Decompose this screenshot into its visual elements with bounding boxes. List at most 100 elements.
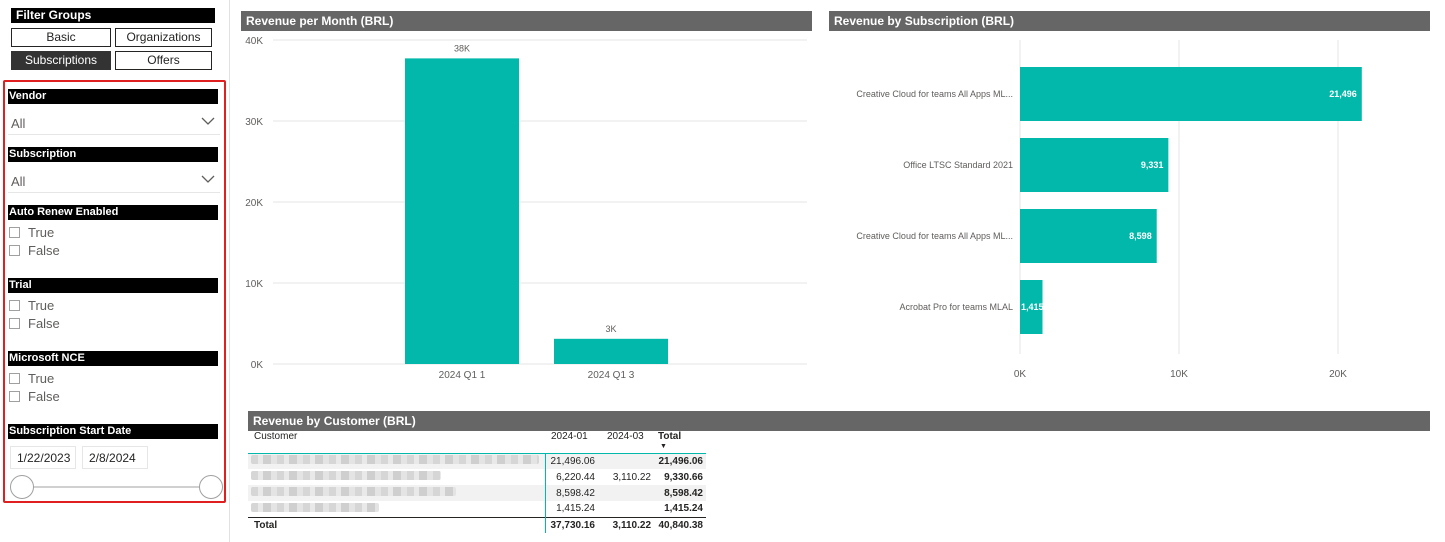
filter-group-offers-button[interactable]: Offers — [115, 51, 212, 70]
y-tick-label: Office LTSC Standard 2021 — [903, 160, 1013, 170]
checkbox-icon — [9, 299, 20, 311]
y-tick-label: 10K — [245, 279, 263, 290]
checkbox-icon — [9, 244, 20, 256]
filter-group-organizations-button[interactable]: Organizations — [115, 28, 212, 47]
redacted-customer-name — [251, 487, 456, 496]
left-pane-divider — [229, 0, 230, 542]
checkbox-label: False — [28, 388, 60, 404]
y-tick-label: 20K — [245, 198, 263, 209]
trial-true-checkbox[interactable]: True — [9, 297, 54, 313]
y-tick-label: Creative Cloud for teams All Apps ML... — [856, 231, 1013, 241]
auto-renew-filter-title: Auto Renew Enabled — [8, 205, 218, 220]
x-tick-label: 0K — [1014, 369, 1027, 380]
bar — [405, 58, 519, 364]
checkbox-icon — [9, 372, 20, 384]
y-tick-label: Acrobat Pro for teams MLAL — [899, 302, 1013, 312]
checkbox-label: False — [28, 315, 60, 331]
table-row[interactable]: 1,415.24 1,415.24 — [248, 501, 706, 517]
auto-renew-true-checkbox[interactable]: True — [9, 224, 54, 240]
data-label: 3K — [605, 324, 616, 334]
revenue-per-month-chart: 0K 10K 20K 30K 40K 38K 2024 Q1 1 3K 2024 Q1 3 — [245, 36, 807, 381]
data-label: 21,496 — [1329, 89, 1357, 99]
revenue-by-subscription-chart: 0K 10K 20K Creative Cloud for teams All App… — [856, 40, 1362, 380]
trial-false-checkbox[interactable]: False — [9, 315, 60, 331]
filter-group-subscriptions-button[interactable]: Subscriptions — [11, 51, 111, 70]
vendor-dropdown[interactable]: All — [8, 110, 220, 135]
x-tick-label: 10K — [1170, 369, 1188, 380]
redacted-customer-name — [251, 471, 441, 480]
redacted-customer-name — [251, 455, 539, 465]
vendor-dropdown-value: All — [11, 116, 26, 131]
y-tick-label: 0K — [251, 360, 264, 371]
table-cell — [598, 485, 654, 501]
column-header-2024-03[interactable]: 2024-03 — [607, 431, 644, 442]
filter-panel-highlight — [3, 80, 226, 503]
date-range-slider-end-handle[interactable] — [199, 475, 223, 499]
start-date-to-input[interactable]: 2/8/2024 — [82, 446, 148, 469]
date-range-slider-start-handle[interactable] — [10, 475, 34, 499]
vendor-filter-title: Vendor — [8, 89, 218, 104]
start-date-from-input[interactable]: 1/22/2023 — [10, 446, 76, 469]
start-date-filter-title: Subscription Start Date — [8, 424, 218, 439]
bar — [1020, 138, 1169, 192]
table-total-label: Total — [248, 517, 546, 533]
subscription-filter-title: Subscription — [8, 147, 218, 162]
table-cell: 21,496.06 — [658, 455, 704, 467]
checkbox-icon — [9, 317, 20, 329]
microsoft-nce-filter-title: Microsoft NCE — [8, 351, 218, 366]
subscription-dropdown-value: All — [11, 174, 26, 189]
sort-descending-icon: ▼ — [660, 443, 667, 450]
data-label: 1,415 — [1021, 302, 1044, 312]
revenue-by-customer-header: Revenue by Customer (BRL) — [248, 411, 1430, 431]
table-cell: 1,415.24 — [664, 503, 703, 515]
filter-groups-title: Filter Groups — [11, 8, 215, 23]
revenue-by-customer-table: Customer 2024-01 2024-03 Total ▼ 21,496.… — [248, 431, 706, 533]
x-tick-label: 2024 Q1 1 — [439, 370, 486, 381]
checkbox-label: True — [28, 224, 55, 240]
table-cell: 21,496.06 — [550, 455, 596, 467]
table-header-row: Customer 2024-01 2024-03 Total ▼ — [248, 431, 706, 453]
auto-renew-false-checkbox[interactable]: False — [9, 242, 60, 258]
checkbox-icon — [9, 226, 20, 238]
data-label: 8,598 — [1129, 231, 1152, 241]
x-tick-label: 20K — [1329, 369, 1347, 380]
column-header-total[interactable]: Total ▼ — [654, 431, 706, 453]
data-label: 9,331 — [1141, 160, 1164, 170]
revenue-per-month-header: Revenue per Month (BRL) — [241, 11, 812, 31]
bar — [1020, 67, 1362, 121]
y-tick-label: Creative Cloud for teams All Apps ML... — [856, 89, 1013, 99]
checkbox-label: False — [28, 242, 60, 258]
column-header-customer[interactable]: Customer — [254, 431, 298, 442]
trial-filter-title: Trial — [8, 278, 218, 293]
table-row[interactable]: 6,220.44 3,110.22 9,330.66 — [248, 469, 706, 485]
y-tick-label: 30K — [245, 117, 263, 128]
checkbox-icon — [9, 390, 20, 402]
table-total-row: Total 37,730.16 3,110.22 40,840.38 — [248, 517, 706, 533]
table-cell — [598, 501, 654, 517]
table-cell: 6,220.44 — [556, 471, 595, 483]
table-row[interactable]: 21,496.06 21,496.06 — [248, 453, 706, 469]
microsoft-nce-true-checkbox[interactable]: True — [9, 370, 54, 386]
chevron-down-icon — [201, 117, 215, 125]
table-cell: 40,840.38 — [658, 519, 704, 531]
bar — [1020, 280, 1043, 334]
checkbox-label: True — [28, 297, 55, 313]
table-cell: 1,415.24 — [556, 503, 595, 515]
data-label: 38K — [454, 43, 470, 53]
x-tick-label: 2024 Q1 3 — [588, 370, 635, 381]
table-cell: 8,598.42 — [664, 487, 703, 499]
checkbox-label: True — [28, 370, 55, 386]
filter-group-basic-button[interactable]: Basic — [11, 28, 111, 47]
table-cell: 3,110.22 — [612, 519, 651, 531]
chevron-down-icon — [201, 175, 215, 183]
table-row[interactable]: 8,598.42 8,598.42 — [248, 485, 706, 501]
table-cell: 37,730.16 — [550, 519, 596, 531]
date-range-slider-track[interactable] — [22, 486, 210, 488]
column-header-total-label: Total — [658, 431, 682, 442]
revenue-by-subscription-header: Revenue by Subscription (BRL) — [829, 11, 1430, 31]
table-cell: 8,598.42 — [556, 487, 595, 499]
microsoft-nce-false-checkbox[interactable]: False — [9, 388, 60, 404]
table-cell: 3,110.22 — [612, 471, 651, 483]
column-header-2024-01[interactable]: 2024-01 — [551, 431, 588, 442]
subscription-dropdown[interactable]: All — [8, 168, 220, 193]
